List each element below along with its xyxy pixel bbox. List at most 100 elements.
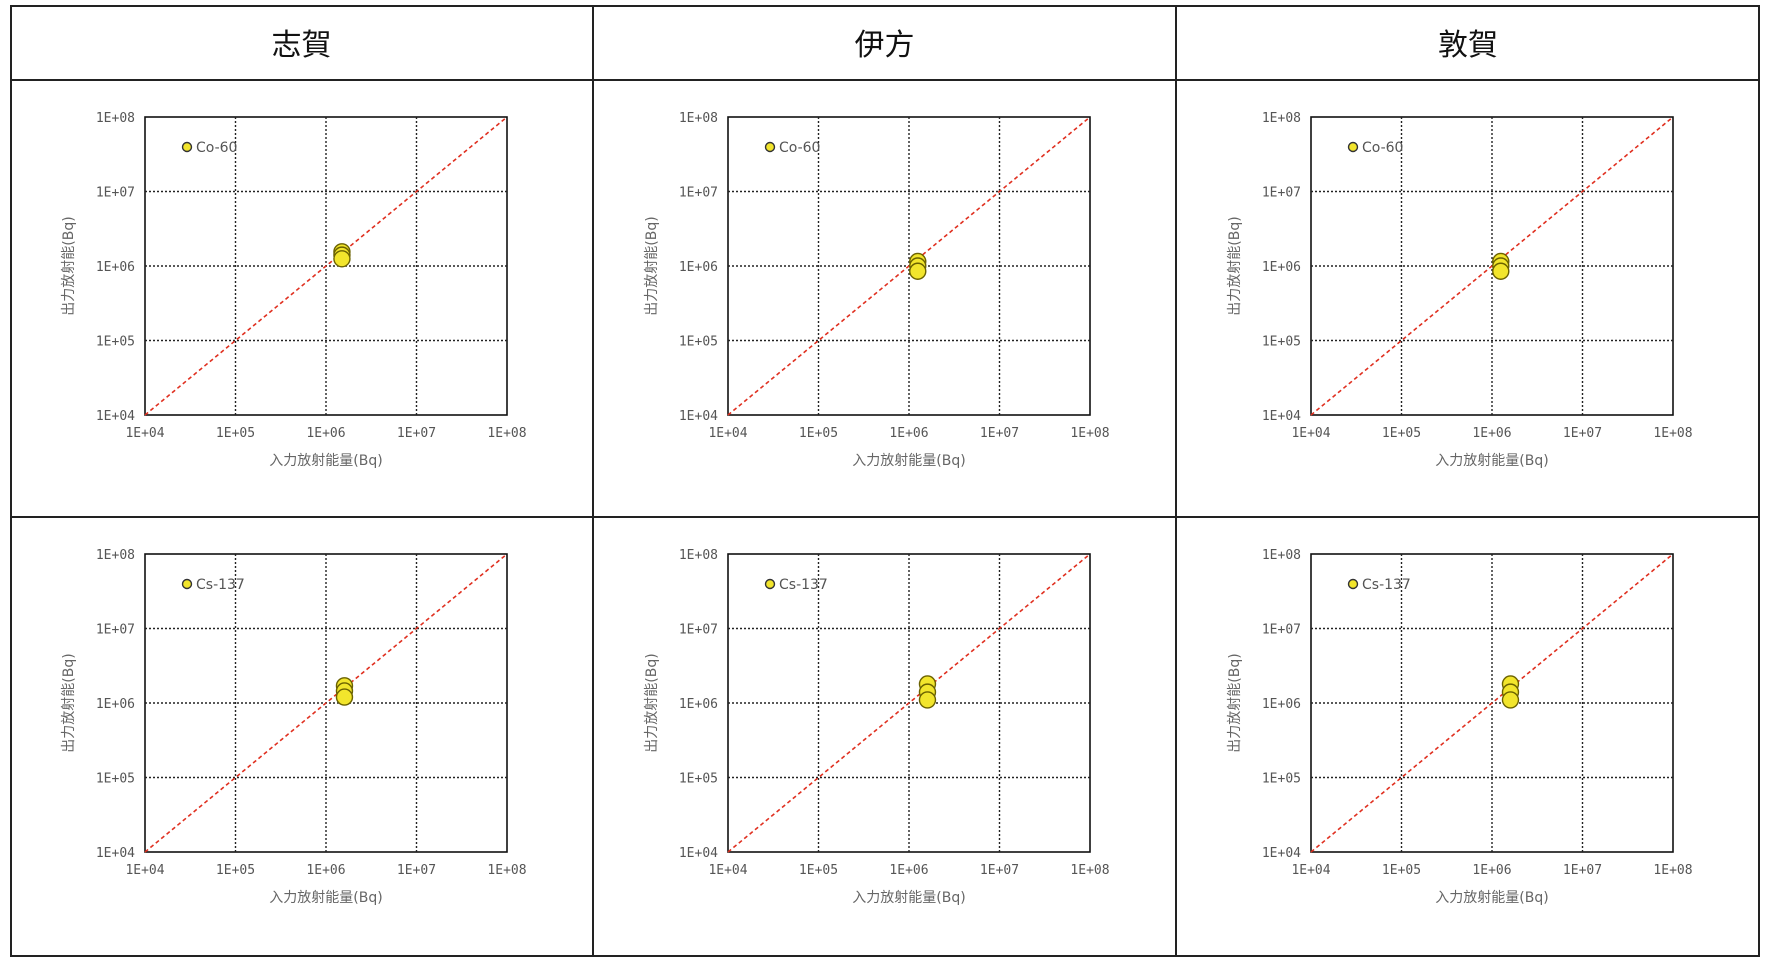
data-point: [918, 691, 937, 709]
legend-label: Co-60: [779, 140, 820, 156]
table-outline: [10, 5, 1760, 957]
site-header: 敦賀: [1438, 28, 1498, 63]
y-tick-label: 1E+05: [96, 772, 135, 787]
y-tick-label: 1E+05: [1262, 772, 1301, 787]
y-tick-label: 1E+07: [679, 623, 718, 638]
reference-line: [1310, 553, 1674, 853]
x-axis-title: 入力放射能量(Bq): [1435, 453, 1548, 469]
legend-marker: [181, 578, 193, 590]
y-tick-label: 1E+05: [1262, 335, 1301, 350]
y-tick-label: 1E+04: [679, 846, 718, 861]
y-tick-label: 1E+06: [96, 260, 135, 275]
x-tick-label: 1E+04: [1291, 863, 1330, 878]
x-tick-label: 1E+07: [397, 863, 436, 878]
y-axis-title: 出力放射能(Bq): [1227, 216, 1243, 315]
x-tick-label: 1E+07: [1563, 426, 1602, 441]
data-point: [1492, 262, 1510, 280]
legend-label: Co-60: [1362, 140, 1403, 156]
y-axis-title: 出力放射能(Bq): [644, 653, 660, 752]
x-axis-title: 入力放射能量(Bq): [852, 890, 965, 906]
x-axis-title: 入力放射能量(Bq): [269, 453, 382, 469]
x-tick-label: 1E+06: [306, 426, 345, 441]
y-tick-label: 1E+07: [679, 186, 718, 201]
y-tick-label: 1E+04: [1262, 409, 1301, 424]
x-tick-label: 1E+07: [980, 863, 1019, 878]
x-tick-label: 1E+05: [1382, 426, 1421, 441]
site-header: 伊方: [855, 28, 915, 63]
legend-label: Co-60: [196, 140, 237, 156]
reference-line: [727, 116, 1091, 416]
y-tick-label: 1E+08: [96, 548, 135, 563]
scatter-chart: 1E+04 1E+04 1E+05 1E+05 1E+06 1E+06 1E+07 1E+07…: [644, 548, 1110, 906]
x-tick-label: 1E+05: [216, 863, 255, 878]
reference-line: [144, 116, 508, 416]
x-axis-title: 入力放射能量(Bq): [269, 890, 382, 906]
y-axis-title: 出力放射能(Bq): [61, 216, 77, 315]
legend-marker: [764, 141, 776, 153]
y-tick-label: 1E+08: [1262, 548, 1301, 563]
y-axis-title: 出力放射能(Bq): [61, 653, 77, 752]
legend-marker: [181, 141, 193, 153]
table-headers: 志賀 伊方 敦賀: [272, 28, 1499, 63]
x-tick-label: 1E+05: [799, 426, 838, 441]
comparison-table: 志賀 伊方 敦賀 1E+041E+041E+051E+051E+061E+061E+…: [10, 5, 1760, 957]
y-tick-label: 1E+06: [1262, 260, 1301, 275]
site-header: 志賀: [272, 28, 332, 63]
x-tick-label: 1E+04: [708, 426, 747, 441]
y-axis-title: 出力放射能(Bq): [1227, 653, 1243, 752]
x-axis-title: 入力放射能量(Bq): [852, 453, 965, 469]
scatter-chart: 1E+04 1E+04 1E+05 1E+05 1E+06 1E+06 1E+07 1E+07…: [1227, 548, 1693, 906]
y-tick-label: 1E+06: [679, 697, 718, 712]
y-tick-label: 1E+08: [1262, 111, 1301, 126]
x-tick-label: 1E+06: [306, 863, 345, 878]
x-tick-label: 1E+08: [487, 426, 526, 441]
x-tick-label: 1E+04: [125, 863, 164, 878]
data-point: [335, 688, 354, 706]
x-tick-label: 1E+08: [1070, 426, 1109, 441]
y-tick-label: 1E+04: [96, 409, 135, 424]
legend-marker: [764, 578, 776, 590]
y-axis-title: 出力放射能(Bq): [644, 216, 660, 315]
x-tick-label: 1E+07: [1563, 863, 1602, 878]
legend-label: Cs-137: [779, 577, 828, 593]
y-tick-label: 1E+07: [1262, 186, 1301, 201]
y-tick-label: 1E+05: [96, 335, 135, 350]
y-tick-label: 1E+08: [679, 548, 718, 563]
table-borders: [10, 5, 1760, 957]
x-tick-label: 1E+06: [889, 426, 928, 441]
y-tick-label: 1E+07: [96, 186, 135, 201]
chart-grid: 1E+04 1E+04 1E+05 1E+05 1E+06 1E+06 1E+07 1E+07…: [61, 111, 1693, 906]
data-point: [1501, 691, 1520, 709]
x-tick-label: 1E+08: [487, 863, 526, 878]
x-tick-label: 1E+05: [1382, 863, 1421, 878]
y-tick-label: 1E+04: [679, 409, 718, 424]
x-tick-label: 1E+04: [1291, 426, 1330, 441]
data-point: [909, 262, 927, 280]
x-tick-label: 1E+06: [1472, 426, 1511, 441]
x-axis-title: 入力放射能量(Bq): [1435, 890, 1548, 906]
x-tick-label: 1E+06: [889, 863, 928, 878]
x-tick-label: 1E+04: [125, 426, 164, 441]
x-tick-label: 1E+07: [397, 426, 436, 441]
reference-line: [144, 553, 508, 853]
x-tick-label: 1E+04: [708, 863, 747, 878]
legend-label: Cs-137: [196, 577, 245, 593]
x-tick-label: 1E+05: [216, 426, 255, 441]
x-tick-label: 1E+08: [1070, 863, 1109, 878]
scatter-chart: 1E+04 1E+04 1E+05 1E+05 1E+06 1E+06 1E+07 1E+07…: [61, 111, 527, 469]
y-tick-label: 1E+08: [96, 111, 135, 126]
x-tick-label: 1E+08: [1653, 863, 1692, 878]
y-tick-label: 1E+08: [679, 111, 718, 126]
y-tick-label: 1E+04: [96, 846, 135, 861]
legend-marker: [1347, 141, 1359, 153]
reference-line: [727, 553, 1091, 853]
y-tick-label: 1E+06: [679, 260, 718, 275]
y-tick-label: 1E+07: [96, 623, 135, 638]
legend-label: Cs-137: [1362, 577, 1411, 593]
legend-marker: [1347, 578, 1359, 590]
x-tick-label: 1E+07: [980, 426, 1019, 441]
y-tick-label: 1E+06: [96, 697, 135, 712]
x-tick-label: 1E+06: [1472, 863, 1511, 878]
x-tick-label: 1E+08: [1653, 426, 1692, 441]
y-tick-label: 1E+05: [679, 772, 718, 787]
